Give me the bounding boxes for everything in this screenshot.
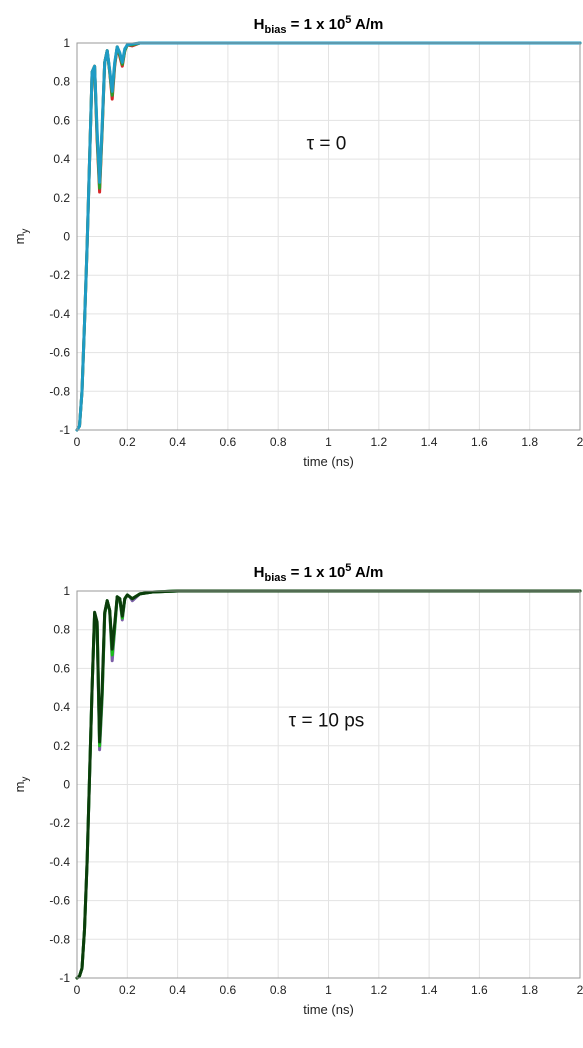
x-tick-label: 1.4 [421,435,438,449]
y-axis-label-main: m [12,234,27,245]
y-tick-label: -1 [59,423,70,437]
x-tick-label: 1 [325,983,332,997]
x-tick-label: 0.2 [119,435,136,449]
x-tick-label: 0.4 [169,435,186,449]
title-rest: = 1 x 10 [286,564,345,581]
x-tick-label: 0 [74,983,81,997]
y-tick-label: 0.6 [53,113,70,127]
y-tick-label: 0.2 [53,739,70,753]
y-tick-label: -1 [59,971,70,985]
x-tick-label: 0 [74,435,81,449]
y-axis-label-main: m [12,782,27,793]
plot-frame [76,42,581,431]
y-tick-label: 0.2 [53,191,70,205]
x-tick-label: 0.8 [270,983,287,997]
y-tick-label: 0 [63,778,70,792]
tau-annotation: τ = 0 [307,133,347,154]
x-axis-label: time (ns) [303,454,354,469]
chart-svg-tau-0: 0 0.2 0.4 0.6 0.8 1 1.2 1.4 1.6 1.8 2 1 0.8 0.6 0.4 0.2… [12,14,583,469]
x-tick-label: 0.4 [169,983,186,997]
x-tick-label: 1.2 [370,983,387,997]
y-tick-label: 0.4 [53,700,70,714]
x-tick-label: 0.6 [220,435,237,449]
y-axis-label-sub: y [20,229,31,234]
x-tick-label: 2 [577,435,583,449]
title-main: H [254,564,265,581]
y-tick-label: 0.8 [53,75,70,89]
x-tick-label: 0.2 [119,983,136,997]
y-tick-label: -0.8 [49,932,70,946]
x-tick-label: 1.8 [521,435,538,449]
x-tick-label: 1.2 [370,435,387,449]
x-tick-label: 0.6 [220,983,237,997]
y-tick-label: 0.6 [53,661,70,675]
title-sup: 5 [345,14,351,26]
y-tick-label: 0.4 [53,152,70,166]
chart-title: Hbias = 1 x 105 A/m [254,562,384,584]
title-rest: = 1 x 10 [286,16,345,33]
y-axis-label-sub: y [20,777,31,782]
x-axis-label: time (ns) [303,1002,354,1017]
chart-svg-tau-10ps: 0 0.2 0.4 0.6 0.8 1 1.2 1.4 1.6 1.8 2 1 0.8 0.6 0.4 0.2… [12,562,583,1017]
y-tick-label: 0 [63,230,70,244]
y-tick-label: -0.2 [49,268,70,282]
title-main: H [254,16,265,33]
y-tick-label: -0.6 [49,346,70,360]
x-tick-label: 1 [325,435,332,449]
y-tick-label: -0.8 [49,384,70,398]
y-tick-label: -0.6 [49,894,70,908]
chart-title: Hbias = 1 x 105 A/m [254,14,384,36]
chart-panel-tau-10ps: 0 0.2 0.4 0.6 0.8 1 1.2 1.4 1.6 1.8 2 1 0.8 0.6 0.4 0.2… [0,548,583,1048]
y-tick-label: 1 [63,36,70,50]
y-tick-label: -0.2 [49,816,70,830]
title-unit: A/m [351,16,383,33]
x-tick-label: 1.4 [421,983,438,997]
y-axis-label: my [12,777,31,793]
title-sup: 5 [345,562,351,574]
x-tick-label: 0.8 [270,435,287,449]
y-tick-label: 1 [63,584,70,598]
title-sub: bias [264,24,286,36]
y-tick-label: -0.4 [49,855,70,869]
x-tick-label: 1.6 [471,435,488,449]
tau-annotation: τ = 10 ps [289,710,365,731]
title-unit: A/m [351,564,383,581]
y-tick-label: -0.4 [49,307,70,321]
y-axis-label: my [12,229,31,245]
x-tick-label: 2 [577,983,583,997]
x-tick-label: 1.6 [471,983,488,997]
series-line-3 [75,589,582,980]
chart-panel-tau-0: 0 0.2 0.4 0.6 0.8 1 1.2 1.4 1.6 1.8 2 1 0.8 0.6 0.4 0.2… [0,0,583,500]
y-tick-label: 0.8 [53,623,70,637]
title-sub: bias [264,572,286,584]
plot-frame [76,590,581,979]
x-tick-label: 1.8 [521,983,538,997]
